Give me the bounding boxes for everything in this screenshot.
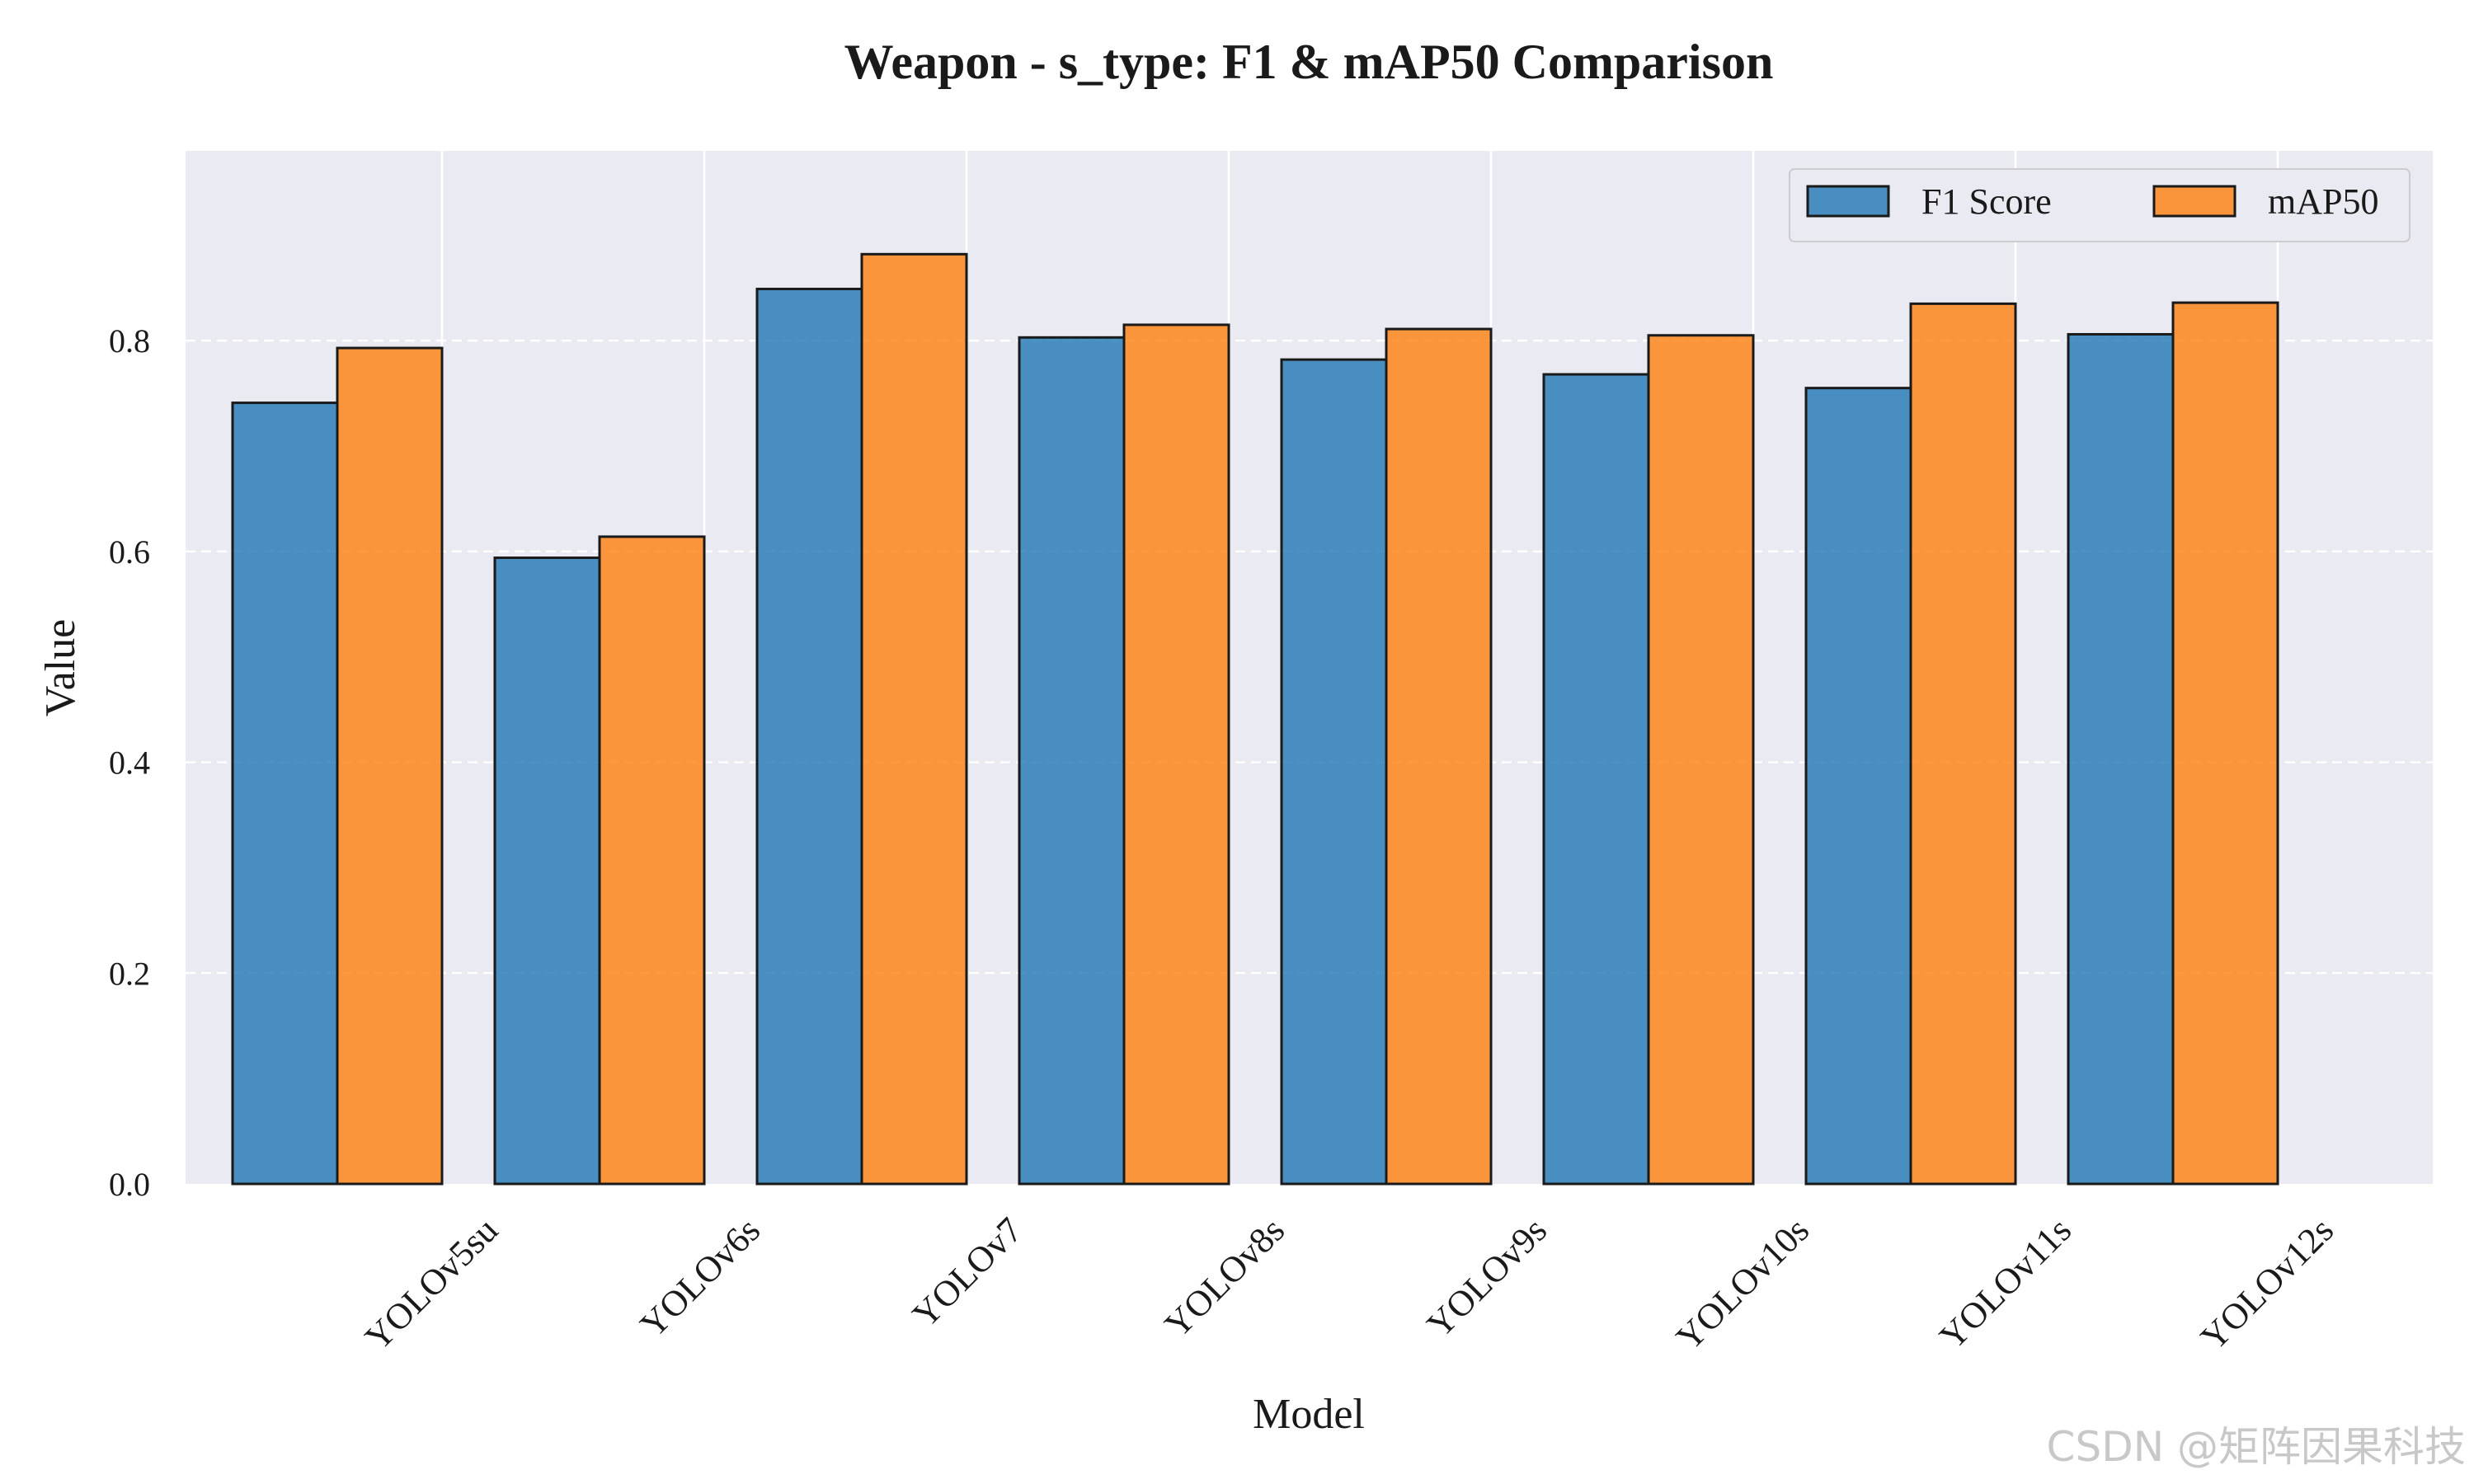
bar-f1-yolov12s	[2067, 332, 2175, 1186]
bar-map50-yolov8s	[1122, 323, 1230, 1186]
bar-map50-yolov10s	[1647, 334, 1755, 1186]
bar-f1-yolov9s	[1280, 358, 1388, 1186]
x-axis-label: Model	[1253, 1391, 1365, 1438]
bar-f1-yolov10s	[1542, 373, 1650, 1186]
bar-f1-yolov7	[755, 287, 863, 1186]
bar-map50-yolov12s	[2171, 301, 2279, 1186]
x-axis-ticks: YOLOv5su YOLOv6s YOLOv7 YOLOv8s YOLOv9s YOLOv…	[357, 1209, 2341, 1358]
legend-label-f1: F1 Score	[1921, 181, 2052, 222]
y-axis-ticks: 0.0 0.2 0.4 0.6 0.8	[109, 322, 150, 1203]
bar-map50-yolov7	[860, 252, 968, 1186]
bar-f1-yolov6s	[493, 556, 601, 1186]
y-tick-label: 0.8	[109, 322, 150, 359]
y-axis-label: Value	[37, 619, 84, 716]
y-tick-label: 0.6	[109, 533, 150, 571]
x-tick-label: YOLOv5su	[357, 1209, 506, 1358]
legend-box	[1789, 168, 2411, 242]
y-tick-label: 0.2	[109, 955, 150, 992]
y-tick-label: 0.4	[109, 744, 150, 782]
x-tick-label: YOLOv12s	[2193, 1209, 2341, 1358]
chart-title: Weapon - s_type: F1 & mAP50 Comparison	[844, 35, 1774, 89]
bar-f1-yolov11s	[1804, 387, 1912, 1186]
y-tick-label: 0.0	[109, 1166, 150, 1203]
bar-f1-yolov8s	[1018, 336, 1126, 1186]
bars	[231, 252, 2279, 1186]
legend: F1 Score mAP50	[1789, 168, 2411, 242]
x-tick-label: YOLOv8s	[1157, 1209, 1292, 1345]
x-tick-label: YOLOv11s	[1931, 1209, 2079, 1357]
x-tick-label: YOLOv7	[905, 1209, 1030, 1335]
x-tick-label: YOLOv6s	[633, 1209, 768, 1345]
bar-map50-yolov9s	[1385, 327, 1493, 1186]
legend-swatch-f1	[1806, 185, 1890, 218]
bar-map50-yolov6s	[598, 535, 706, 1186]
bar-map50-yolov5su	[336, 346, 444, 1186]
x-tick-label: YOLOv10s	[1668, 1209, 1817, 1358]
bar-map50-yolov11s	[1909, 302, 2017, 1186]
legend-label-map50: mAP50	[2268, 181, 2378, 222]
x-tick-label: YOLOv9s	[1419, 1209, 1554, 1345]
bar-f1-yolov5su	[231, 402, 339, 1186]
legend-swatch-map50	[2152, 185, 2236, 218]
watermark-text: CSDN @矩阵因果科技	[2047, 1423, 2466, 1471]
